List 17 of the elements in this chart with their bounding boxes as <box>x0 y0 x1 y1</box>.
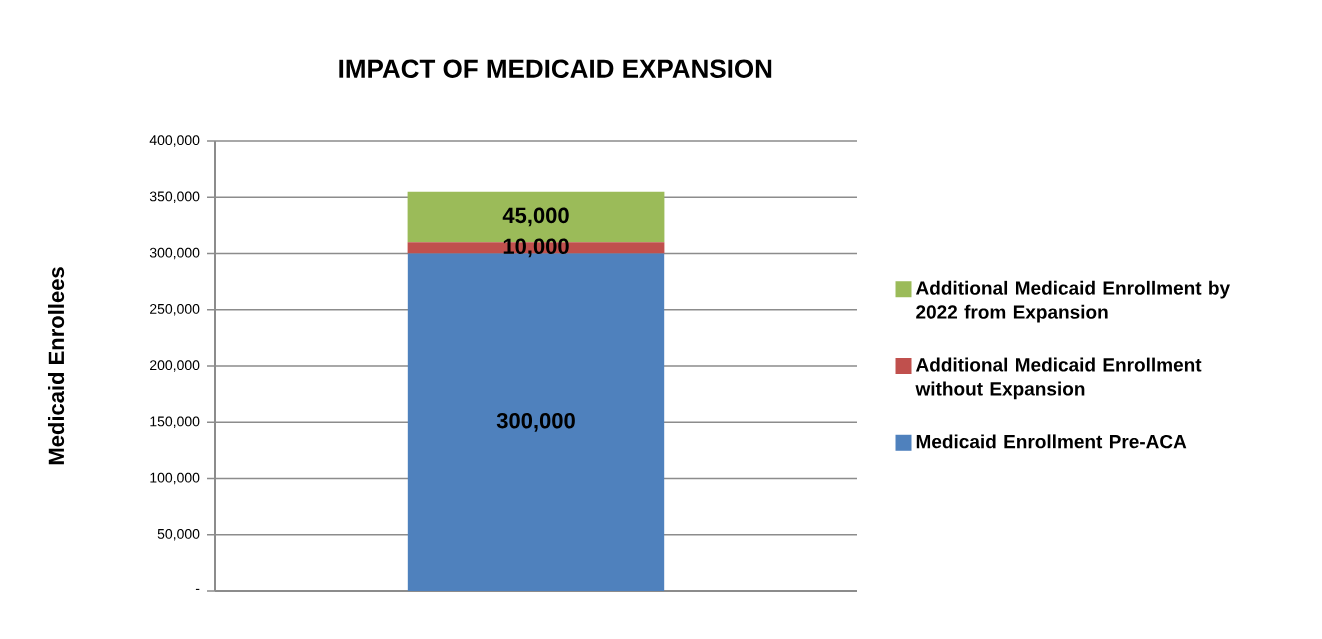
y-tick-label: 350,000 <box>149 191 200 204</box>
y-tick-label: - <box>195 588 200 590</box>
legend-label: Additional Medicaid Enrollment by 2022 from Expansion <box>915 280 1230 323</box>
y-axis-title: Medicaid Enrollees <box>47 267 65 465</box>
data-label: 10,000 <box>503 238 569 258</box>
legend-label: Medicaid Enrollment Pre-ACA <box>916 434 1187 449</box>
legend-label: Additional Medicaid Enrollment without Expansion <box>915 357 1202 400</box>
data-label: 45,000 <box>502 207 569 227</box>
y-tick-label: 200,000 <box>150 360 200 372</box>
data-label: 300,000 <box>496 412 575 432</box>
chart-title: IMPACT OF MEDICAID EXPANSION <box>339 59 772 78</box>
y-tick-label: 250,000 <box>150 303 200 316</box>
y-tick-label: 300,000 <box>149 247 200 260</box>
y-tick-label: 150,000 <box>150 416 200 429</box>
y-tick-label: 50,000 <box>157 528 200 541</box>
y-tick-label: 100,000 <box>150 472 200 485</box>
y-tick-label: 400,000 <box>149 135 200 147</box>
